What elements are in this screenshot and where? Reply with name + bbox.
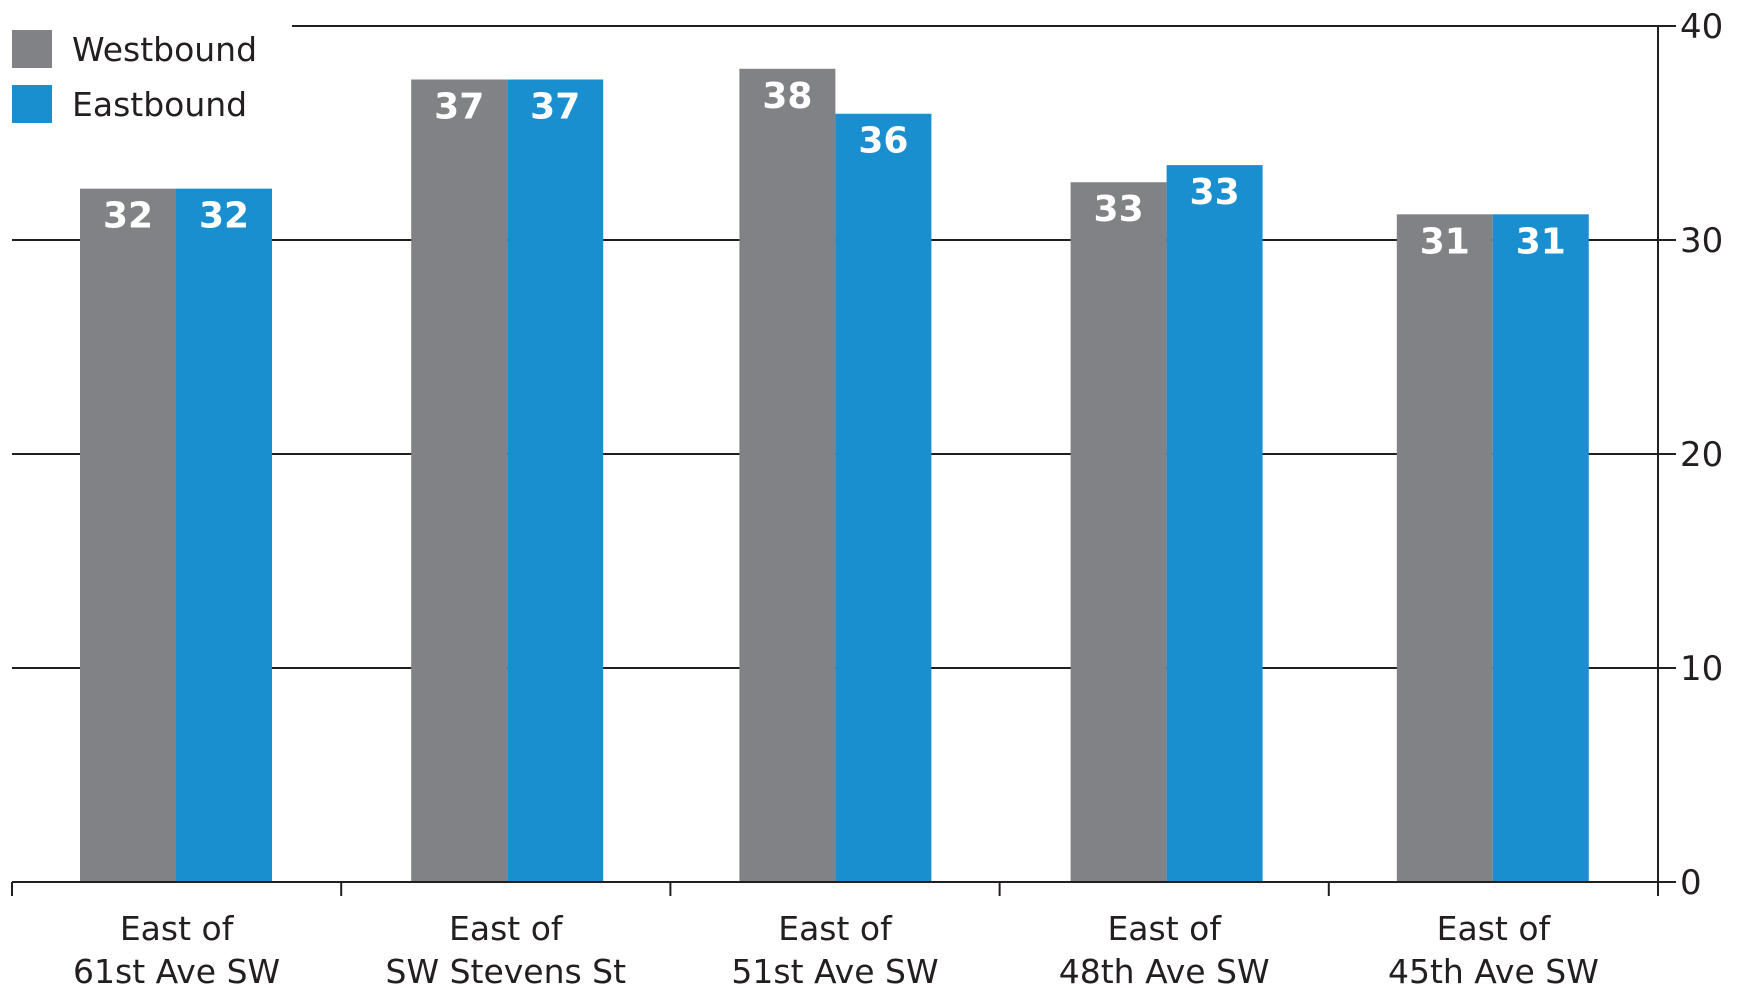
value-label-eastbound-4: 31	[1516, 221, 1566, 262]
category-label-1-1: SW Stevens St	[386, 952, 627, 988]
category-label-4-0: East of	[1437, 909, 1552, 948]
category-label-0-0: East of	[120, 909, 235, 948]
value-label-westbound-4: 31	[1420, 221, 1470, 262]
category-label-2-0: East of	[778, 909, 893, 948]
legend: Westbound Eastbound	[12, 30, 257, 124]
bar-westbound-1	[411, 79, 508, 882]
bar-westbound-0	[80, 188, 176, 882]
axes: East of 61st Ave SW East of SW Stevens St Ea…	[11, 7, 1723, 988]
category-label-3-1: 48th Ave SW	[1059, 952, 1270, 988]
y-tick-label-20: 20	[1680, 435, 1723, 475]
bar-eastbound-0	[176, 188, 272, 882]
bar-westbound-4	[1396, 214, 1493, 882]
value-label-eastbound-2: 36	[858, 121, 908, 162]
value-label-eastbound-1: 37	[530, 87, 580, 128]
legend-label-westbound: Westbound	[72, 30, 257, 69]
value-label-westbound-1: 37	[434, 87, 484, 128]
category-label-4-1: 45th Ave SW	[1388, 952, 1599, 988]
value-label-eastbound-0: 32	[199, 196, 249, 237]
y-tick-label-30: 30	[1680, 221, 1723, 261]
bar-eastbound-4	[1492, 214, 1589, 882]
legend-swatch-westbound	[12, 30, 52, 68]
y-tick-label-40: 40	[1680, 7, 1723, 47]
legend-swatch-eastbound	[12, 85, 52, 123]
bar-eastbound-3	[1166, 165, 1263, 883]
bar-eastbound-1	[507, 79, 604, 882]
value-label-westbound-0: 32	[103, 196, 153, 237]
legend-label-eastbound: Eastbound	[72, 85, 247, 124]
value-label-westbound-2: 38	[762, 76, 812, 117]
value-label-eastbound-3: 33	[1190, 172, 1240, 213]
category-label-2-1: 51st Ave SW	[731, 952, 938, 988]
category-label-3-0: East of	[1107, 909, 1222, 948]
bar-westbound-2	[739, 68, 836, 883]
bar-westbound-3	[1070, 182, 1167, 883]
category-label-1-0: East of	[449, 909, 564, 948]
bars: 32 32 37 37 38 36 33 33 31 31	[80, 68, 1589, 883]
value-label-westbound-3: 33	[1094, 189, 1144, 230]
y-tick-label-0: 0	[1680, 863, 1702, 903]
bar-eastbound-2	[835, 113, 932, 883]
category-label-0-1: 61st Ave SW	[73, 952, 280, 988]
y-tick-label-10: 10	[1680, 649, 1723, 689]
